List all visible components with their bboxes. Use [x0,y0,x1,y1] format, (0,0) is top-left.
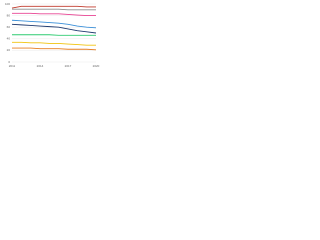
x-tick-label: 2020 [93,64,100,68]
line [12,34,96,36]
line [12,12,96,17]
y-tick-label: 0 [8,60,10,64]
y-tick-label: 40 [7,37,11,41]
line [12,41,96,46]
y-tick-label: 20 [7,48,11,52]
line [11,5,96,9]
y-tick-label: 60 [7,25,11,29]
line [12,8,96,11]
y-tick-label: 80 [7,13,11,17]
line [11,23,97,34]
y-tick-label: 100 [5,2,10,6]
x-tick-label: 2011 [9,64,16,68]
x-tick-label: 2014 [37,64,44,68]
line [11,19,97,29]
line [12,47,97,51]
x-tick-label: 2017 [65,64,72,68]
chart: 0 20 40 60 80 100 2011 2014 2017 2020 [5,2,100,68]
